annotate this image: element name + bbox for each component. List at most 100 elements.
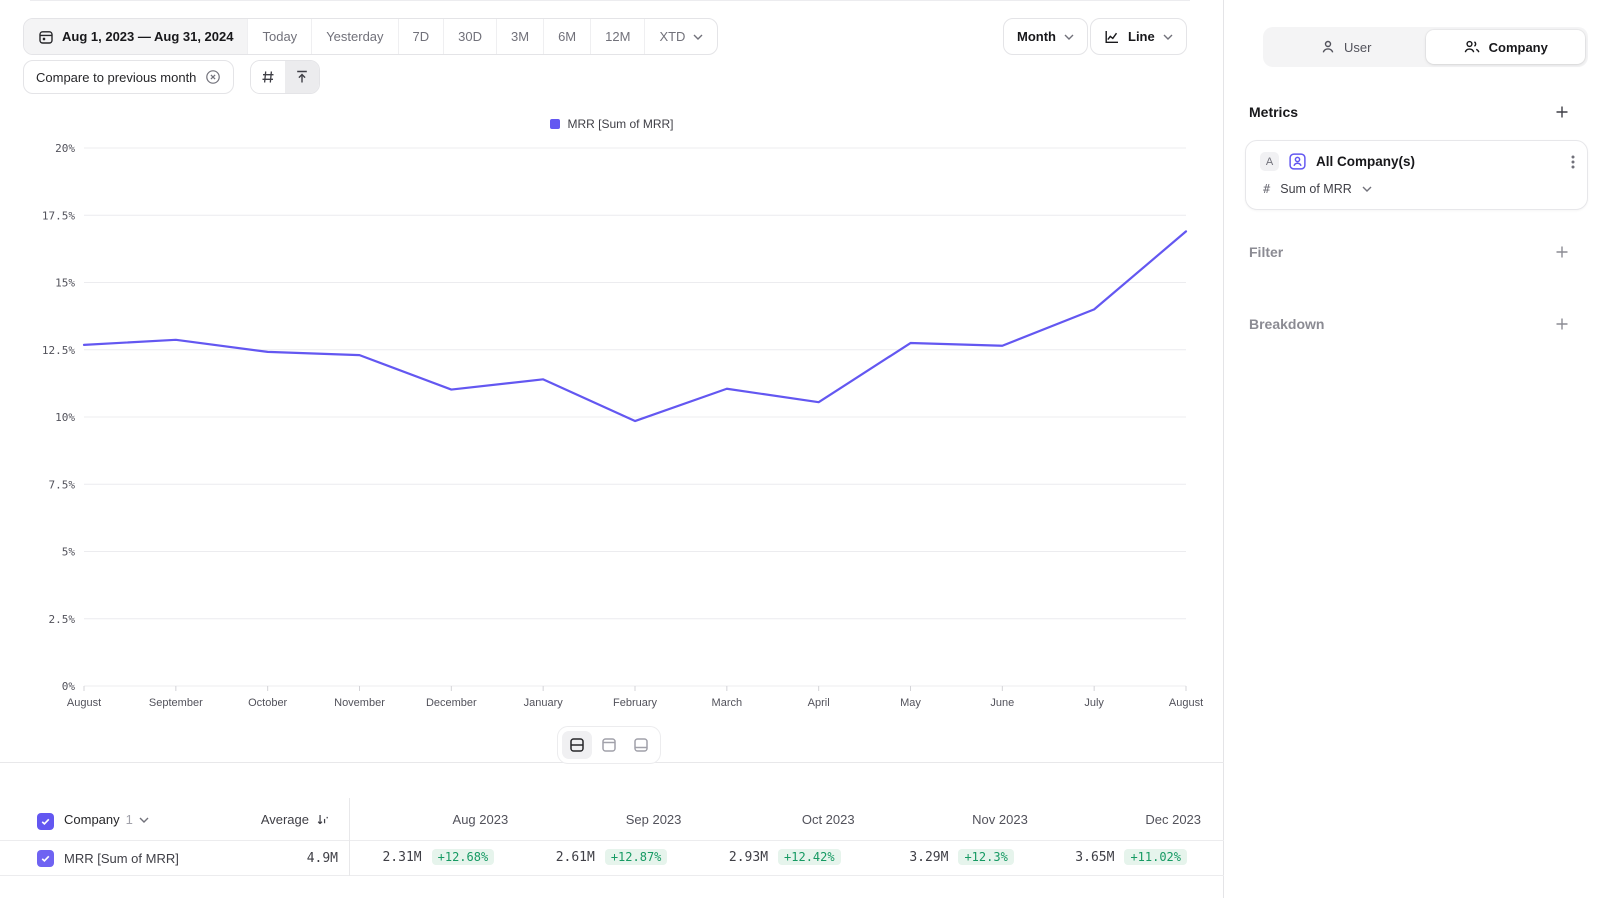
delta-badge: +12.3% xyxy=(958,849,1014,865)
chart-type-dropdown[interactable]: Line xyxy=(1090,18,1187,55)
range-button-6m[interactable]: 6M xyxy=(544,19,592,54)
svg-text:7.5%: 7.5% xyxy=(49,478,76,491)
range-button-today[interactable]: Today xyxy=(248,19,313,54)
svg-text:5%: 5% xyxy=(62,546,76,559)
chevron-down-icon xyxy=(1362,186,1372,192)
svg-text:February: February xyxy=(613,697,658,709)
line-chart-icon xyxy=(1104,29,1120,45)
entity-segmented-control: User Company xyxy=(1263,27,1588,67)
metric-row-cells: 2.31M +12.68% 2.61M +12.87% 2.93M +12.42… xyxy=(349,849,1215,865)
layout-table-only-button[interactable] xyxy=(626,731,656,759)
svg-text:March: March xyxy=(712,697,743,709)
svg-text:December: December xyxy=(426,697,477,709)
cell-value: 2.31M xyxy=(382,849,422,865)
svg-text:August: August xyxy=(67,697,101,709)
delta-badge: +12.42% xyxy=(778,849,841,865)
range-button-12m[interactable]: 12M xyxy=(591,19,646,54)
hash-grid-icon xyxy=(260,69,276,85)
svg-text:April: April xyxy=(808,697,830,709)
svg-text:September: September xyxy=(149,697,203,709)
cell-value: 3.29M xyxy=(909,849,949,865)
svg-text:June: June xyxy=(990,697,1014,709)
svg-text:January: January xyxy=(524,697,564,709)
date-range-label: Aug 1, 2023 — Aug 31, 2024 xyxy=(62,29,234,44)
cell-nov-2023: 3.29M +12.3% xyxy=(869,849,1042,865)
svg-text:July: July xyxy=(1084,697,1104,709)
add-filter-button[interactable] xyxy=(1554,244,1570,260)
column-header-dec-2023[interactable]: Dec 2023 xyxy=(1145,812,1202,827)
table-row[interactable]: MRR [Sum of MRR] 4.9M 2.31M +12.68% 2.61… xyxy=(0,841,1224,876)
layout-chart-only-button[interactable] xyxy=(594,731,624,759)
cell-value: 2.93M xyxy=(728,849,769,865)
filter-section-header: Filter xyxy=(1249,244,1570,260)
date-range-button[interactable]: Aug 1, 2023 — Aug 31, 2024 xyxy=(24,19,249,54)
range-button-3m[interactable]: 3M xyxy=(497,19,545,54)
tab-user[interactable]: User xyxy=(1266,30,1426,64)
cell-value: 2.61M xyxy=(555,849,595,865)
range-button-yesterday[interactable]: Yesterday xyxy=(312,19,399,54)
range-button-7d[interactable]: 7D xyxy=(399,19,445,54)
measure-selector[interactable]: # Sum of MRR xyxy=(1263,182,1372,196)
svg-text:May: May xyxy=(900,697,921,709)
cell-oct-2023: 2.93M +12.42% xyxy=(695,849,868,865)
column-header-aug-2023[interactable]: Aug 2023 xyxy=(452,812,509,827)
metric-row-average: 4.9M xyxy=(306,851,338,866)
layout-split-button[interactable] xyxy=(562,731,592,759)
average-label: Average xyxy=(260,812,309,827)
select-all-checkbox[interactable] xyxy=(37,813,54,830)
grid-toggle-button[interactable] xyxy=(251,61,286,93)
svg-text:17.5%: 17.5% xyxy=(42,209,75,222)
bottom-row-icon xyxy=(633,737,649,753)
chevron-down-icon xyxy=(1163,34,1173,40)
sidebar-panel: User Company Metrics A All Company(s) # … xyxy=(1225,0,1600,898)
range-button-30d[interactable]: 30D xyxy=(444,19,498,54)
remove-compare-icon[interactable] xyxy=(205,69,221,85)
metric-options-icon[interactable] xyxy=(1571,154,1575,170)
svg-text:0%: 0% xyxy=(62,680,76,693)
chart-type-label: Line xyxy=(1128,29,1155,44)
metric-name: All Company(s) xyxy=(1316,154,1416,169)
add-metric-button[interactable] xyxy=(1554,104,1570,120)
column-header-oct-2023[interactable]: Oct 2023 xyxy=(801,812,855,827)
cell-value: 3.65M xyxy=(1075,849,1115,865)
chart-option-toggles xyxy=(250,60,321,94)
month-column-headers: Aug 2023 Sep 2023 Oct 2023 Nov 2023 Dec … xyxy=(349,812,1215,827)
tab-company[interactable]: Company xyxy=(1425,30,1585,64)
split-rows-icon xyxy=(569,737,585,753)
number-type-icon: # xyxy=(1263,182,1271,196)
metrics-title: Metrics xyxy=(1249,104,1299,120)
metric-card[interactable]: A All Company(s) # Sum of MRR xyxy=(1245,140,1588,210)
entity-column-header[interactable]: Company 1 xyxy=(64,812,149,827)
entity-label: Company xyxy=(64,812,120,827)
cell-aug-2023: 2.31M +12.68% xyxy=(349,849,522,865)
compare-label: Compare to previous month xyxy=(36,69,197,85)
align-top-toggle-button[interactable] xyxy=(285,61,320,93)
delta-badge: +11.02% xyxy=(1124,849,1188,865)
svg-text:October: October xyxy=(248,697,287,709)
svg-text:10%: 10% xyxy=(55,411,75,424)
range-button-xtd[interactable]: XTD xyxy=(645,19,717,54)
svg-text:August: August xyxy=(1169,697,1203,709)
legend-label: MRR [Sum of MRR] xyxy=(567,117,674,131)
add-breakdown-button[interactable] xyxy=(1554,316,1570,332)
date-toolbar: Aug 1, 2023 — Aug 31, 2024 Today Yesterd… xyxy=(23,18,719,55)
granularity-label: Month xyxy=(1017,29,1056,44)
breakdown-title: Breakdown xyxy=(1249,316,1325,332)
measure-label: Sum of MRR xyxy=(1280,182,1352,196)
column-header-sep-2023[interactable]: Sep 2023 xyxy=(625,812,682,827)
average-column-header[interactable]: Average xyxy=(160,812,330,827)
entity-count: 1 xyxy=(125,812,133,827)
column-header-nov-2023[interactable]: Nov 2023 xyxy=(972,812,1028,827)
calendar-icon xyxy=(38,29,54,45)
granularity-dropdown[interactable]: Month xyxy=(1003,18,1088,55)
svg-text:12.5%: 12.5% xyxy=(42,344,75,357)
cell-dec-2023: 3.65M +11.02% xyxy=(1042,849,1215,865)
compare-chip[interactable]: Compare to previous month xyxy=(23,60,235,94)
table-column-divider xyxy=(349,798,350,876)
chevron-down-icon xyxy=(1064,34,1074,40)
row-checkbox[interactable] xyxy=(37,850,54,867)
date-range-group: Aug 1, 2023 — Aug 31, 2024 Today Yesterd… xyxy=(23,18,719,55)
top-divider xyxy=(30,0,1190,1)
sort-descending-icon xyxy=(315,812,330,827)
delta-badge: +12.68% xyxy=(431,849,495,865)
